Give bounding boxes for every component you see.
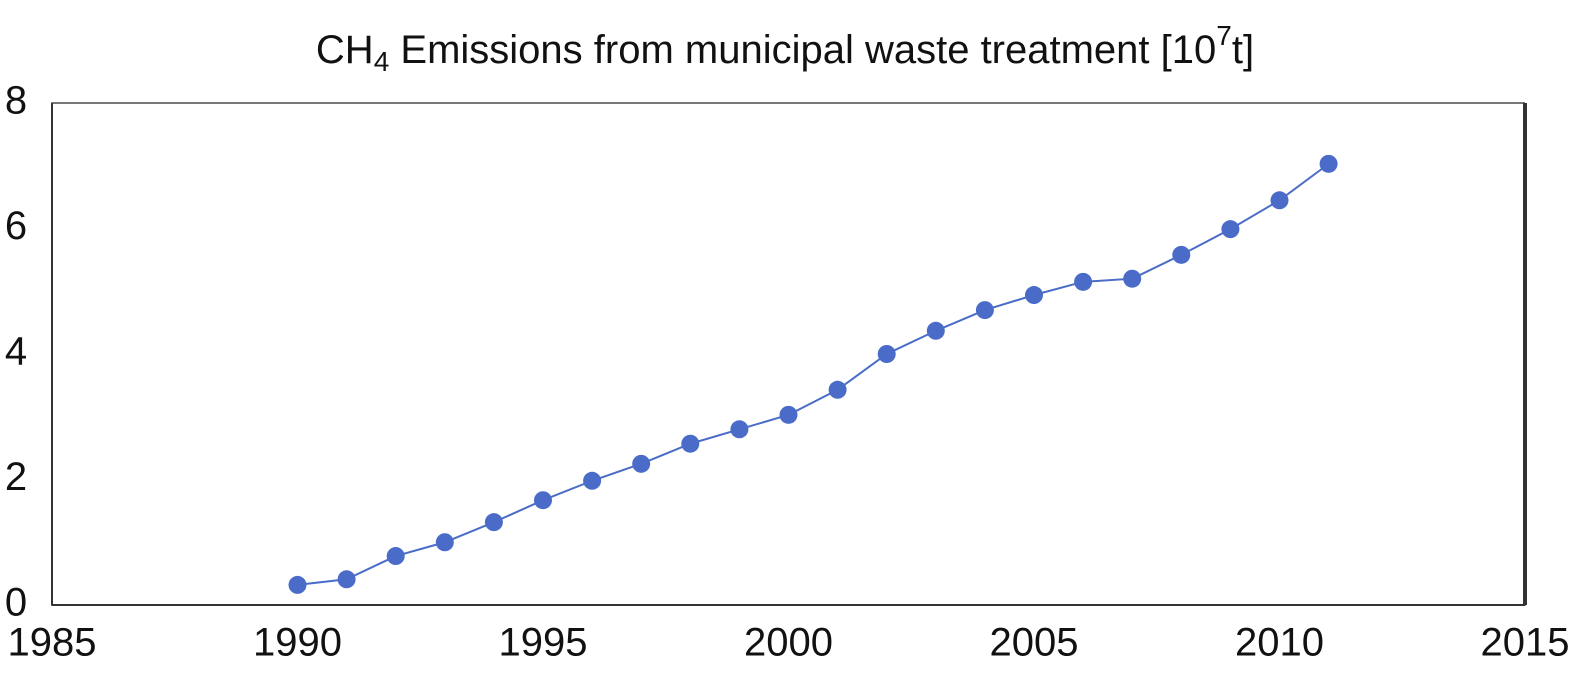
y-tick-label: 6 <box>5 204 27 248</box>
x-tick-label: 2010 <box>1235 621 1324 665</box>
title-subscript: 4 <box>374 46 390 77</box>
data-point <box>386 547 405 566</box>
y-tick-label: 0 <box>5 581 27 625</box>
data-point <box>1172 245 1191 264</box>
x-tick-label: 1990 <box>253 621 342 665</box>
x-tick-label: 2000 <box>744 621 833 665</box>
data-point <box>534 491 552 510</box>
data-point <box>435 533 454 552</box>
x-tick-label: 1995 <box>499 621 588 665</box>
data-point <box>877 345 896 363</box>
title-part: t] <box>1232 28 1254 72</box>
data-point <box>337 570 356 589</box>
series-line <box>297 163 1330 586</box>
data-point <box>484 513 503 532</box>
data-point <box>779 405 798 424</box>
data-point <box>681 434 700 453</box>
data-point <box>1319 154 1338 173</box>
data-point <box>1025 286 1043 305</box>
data-point <box>1270 191 1289 210</box>
data-point <box>1123 269 1142 288</box>
data-point <box>926 321 945 340</box>
title-part: CH <box>316 28 374 72</box>
title-superscript: 7 <box>1216 20 1232 51</box>
y-tick-label: 4 <box>5 330 27 374</box>
data-point <box>632 454 651 473</box>
chart-title: CH4 Emissions from municipal waste treat… <box>316 20 1254 77</box>
title-part: Emissions from municipal waste treatment… <box>389 28 1216 72</box>
data-point <box>1074 272 1093 291</box>
data-point <box>975 301 994 320</box>
y-tick-label: 8 <box>5 79 27 123</box>
x-tick-label: 2005 <box>990 621 1079 665</box>
x-tick-label: 2015 <box>1481 621 1570 665</box>
data-point <box>1221 220 1240 239</box>
y-tick-label: 2 <box>5 455 27 499</box>
x-tick-label: 1985 <box>8 621 97 665</box>
data-point <box>730 420 749 439</box>
data-point <box>828 380 847 399</box>
data-point <box>583 471 602 490</box>
data-point <box>288 575 307 594</box>
